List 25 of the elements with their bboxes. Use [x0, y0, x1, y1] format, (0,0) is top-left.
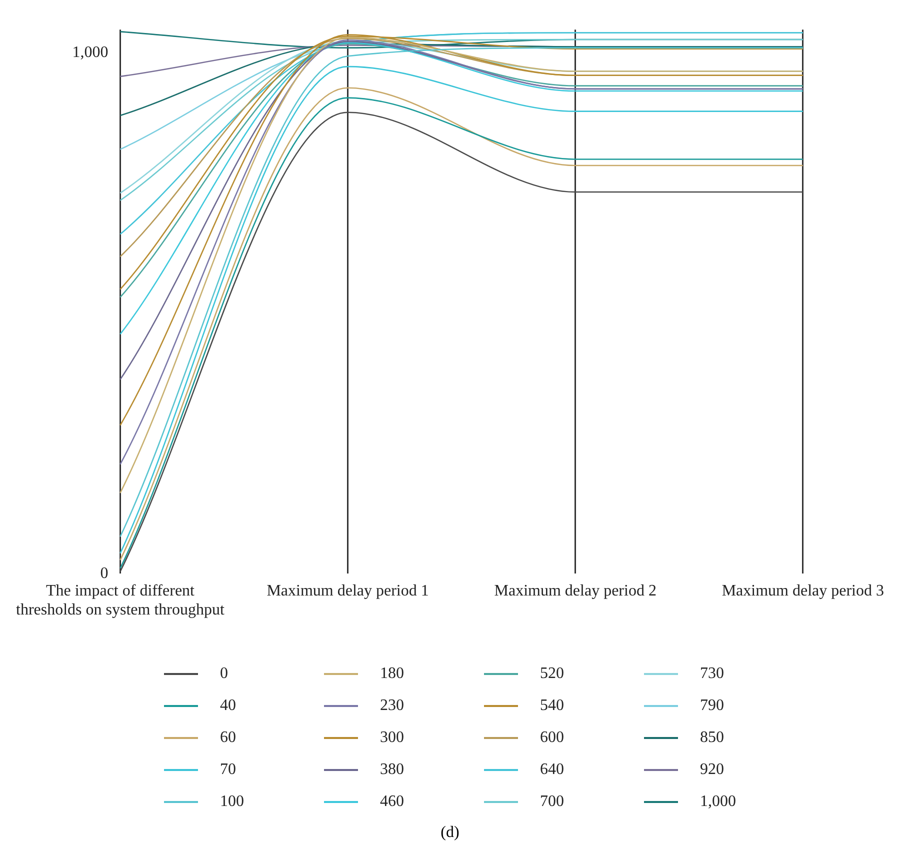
legend-label: 520	[540, 665, 564, 683]
legend-label: 850	[700, 729, 724, 747]
legend-label: 380	[380, 761, 404, 779]
legend-label: 460	[380, 793, 404, 811]
legend-label: 540	[540, 697, 564, 715]
legend-label: 100	[220, 793, 244, 811]
legend-label: 40	[220, 697, 236, 715]
legend-label: 600	[540, 729, 564, 747]
legend-label: 790	[700, 697, 724, 715]
legend-label: 230	[380, 697, 404, 715]
legend-label: 920	[700, 761, 724, 779]
legend-label: 60	[220, 729, 236, 747]
x-tick-label: Maximum delay period 2	[494, 582, 656, 600]
x-tick-label: The impact of different thresholds on system throughput	[16, 582, 225, 619]
legend-label: 640	[540, 761, 564, 779]
legend-label: 180	[380, 665, 404, 683]
legend-label: 300	[380, 729, 404, 747]
legend-label: 730	[700, 665, 724, 683]
legend-label: 700	[540, 793, 564, 811]
x-tick-label: Maximum delay period 1	[266, 582, 429, 600]
legend-label: 70	[220, 761, 236, 779]
x-tick-label: Maximum delay period 3	[722, 582, 884, 600]
legend-label: 1,000	[700, 793, 736, 811]
legend-label: 0	[220, 665, 228, 683]
text: (d)	[440, 824, 460, 842]
